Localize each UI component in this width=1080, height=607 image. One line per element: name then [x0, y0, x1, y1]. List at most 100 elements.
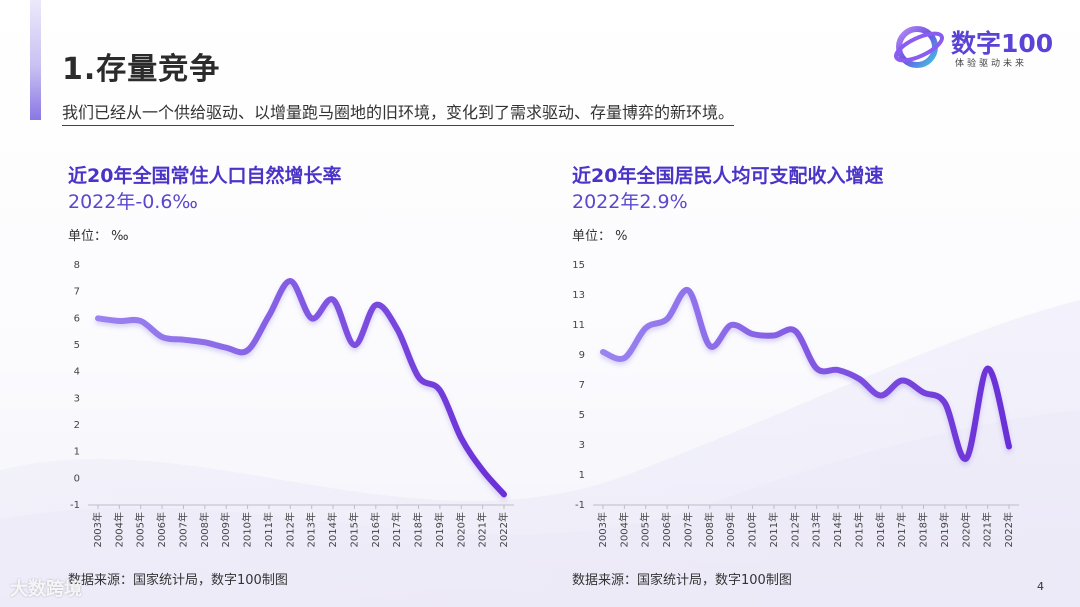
data-point	[879, 394, 883, 398]
globe-logo-icon	[894, 26, 944, 68]
x-tick-label: 2010年	[241, 512, 254, 547]
title-accent-bar	[30, 0, 41, 120]
page-title: 1.存量竞争	[62, 52, 221, 87]
series-line	[95, 278, 507, 498]
data-point	[310, 316, 314, 320]
x-tick-label: 2018年	[412, 512, 425, 547]
x-tick-label: 2019年	[433, 512, 446, 547]
data-point	[246, 348, 250, 352]
data-point	[793, 329, 797, 333]
data-point	[203, 340, 207, 344]
x-tick-label: 2016年	[874, 512, 887, 547]
data-point	[857, 377, 861, 381]
y-tick-label: 8	[74, 260, 80, 271]
y-tick-label: 13	[572, 290, 585, 301]
data-point	[459, 436, 463, 440]
y-tick-label: 4	[74, 367, 80, 378]
data-point	[686, 289, 690, 293]
y-tick-label: 3	[579, 440, 585, 451]
x-tick-label: 2003年	[596, 512, 609, 547]
x-tick-label: 2022年	[1002, 512, 1015, 547]
data-point	[331, 298, 335, 302]
x-tick-label: 2009年	[219, 512, 232, 547]
x-tick-label: 2021年	[981, 512, 994, 547]
data-point	[224, 346, 228, 350]
y-tick-label: 11	[572, 320, 585, 331]
x-tick-label: 2020年	[454, 512, 467, 547]
x-tick-label: 2007年	[681, 512, 694, 547]
x-tick-label: 2021年	[476, 512, 489, 547]
data-point	[160, 335, 164, 339]
chart2-unit: 单位： %	[572, 229, 628, 244]
data-point	[267, 314, 271, 318]
series-line	[600, 287, 1012, 462]
x-tick-label: 2010年	[746, 512, 759, 547]
x-tick-label: 2016年	[369, 512, 382, 547]
x-tick-label: 2012年	[283, 512, 296, 547]
logo-tagline: 体验驱动未来	[955, 59, 1028, 69]
data-point	[502, 492, 506, 496]
x-tick-label: 2020年	[959, 512, 972, 547]
x-tick-label: 2019年	[938, 512, 951, 547]
chart1-title: 近20年全国常住人口自然增长率	[68, 165, 342, 187]
x-tick-label: 2009年	[724, 512, 737, 547]
chart1-unit: 单位： ‰	[68, 229, 129, 244]
page-number: 4	[1037, 580, 1044, 593]
x-tick-label: 2018年	[917, 512, 930, 547]
data-point	[1007, 445, 1011, 449]
data-point	[836, 368, 840, 372]
data-point	[986, 367, 990, 371]
x-tick-label: 2006年	[660, 512, 673, 547]
y-tick-label: -1	[70, 500, 80, 511]
y-tick-label: 0	[74, 473, 80, 484]
y-tick-label: -1	[575, 500, 585, 511]
data-point	[772, 334, 776, 338]
x-tick-label: 2008年	[703, 512, 716, 547]
x-tick-label: 2015年	[347, 512, 360, 547]
x-tick-label: 2017年	[390, 512, 403, 547]
y-tick-label: 2	[74, 420, 80, 431]
data-point	[922, 391, 926, 395]
page-subtitle: 我们已经从一个供给驱动、以增量跑马圈地的旧环境，变化到了需求驱动、存量博弈的新环…	[62, 99, 735, 126]
y-tick-label: 5	[579, 410, 585, 421]
x-tick-label: 2013年	[305, 512, 318, 547]
x-tick-label: 2011年	[262, 512, 275, 547]
x-tick-label: 2015年	[852, 512, 865, 547]
data-point	[438, 388, 442, 392]
chart2-source: 数据来源：国家统计局，数字100制图	[572, 573, 792, 588]
x-tick-label: 2012年	[788, 512, 801, 547]
y-tick-label: 15	[572, 260, 585, 271]
x-tick-label: 2003年	[91, 512, 104, 547]
x-tick-label: 2004年	[617, 512, 630, 547]
x-tick-label: 2014年	[831, 512, 844, 547]
data-point	[665, 317, 669, 321]
data-point	[644, 326, 648, 330]
data-point	[751, 332, 755, 336]
x-tick-label: 2005年	[639, 512, 652, 547]
x-tick-label: 2004年	[112, 512, 125, 547]
data-point	[708, 344, 712, 348]
y-tick-label: 7	[74, 287, 80, 298]
logo-name: 数字100	[951, 29, 1054, 58]
data-point	[729, 323, 733, 327]
x-tick-label: 2011年	[767, 512, 780, 547]
x-tick-label: 2017年	[895, 512, 908, 547]
y-tick-label: 9	[579, 350, 585, 361]
x-tick-label: 2014年	[326, 512, 339, 547]
y-tick-label: 3	[74, 393, 80, 404]
x-tick-label: 2005年	[134, 512, 147, 547]
x-tick-label: 2013年	[810, 512, 823, 547]
watermark: 大数跨境	[10, 579, 82, 600]
data-point	[417, 375, 421, 379]
chart2-title: 近20年全国居民人均可支配收入增速	[572, 165, 884, 187]
data-point	[481, 468, 485, 472]
y-tick-label: 7	[579, 380, 585, 391]
data-point	[943, 401, 947, 405]
data-point	[601, 350, 605, 354]
x-tick-label: 2006年	[155, 512, 168, 547]
data-point	[117, 319, 121, 323]
data-point	[395, 327, 399, 331]
data-point	[352, 343, 356, 347]
chart1-svg: -1 0 1 2 3 4 5 6 7 8 2003年 2004年 2005年 2006年 2007年 2008…	[70, 260, 514, 547]
